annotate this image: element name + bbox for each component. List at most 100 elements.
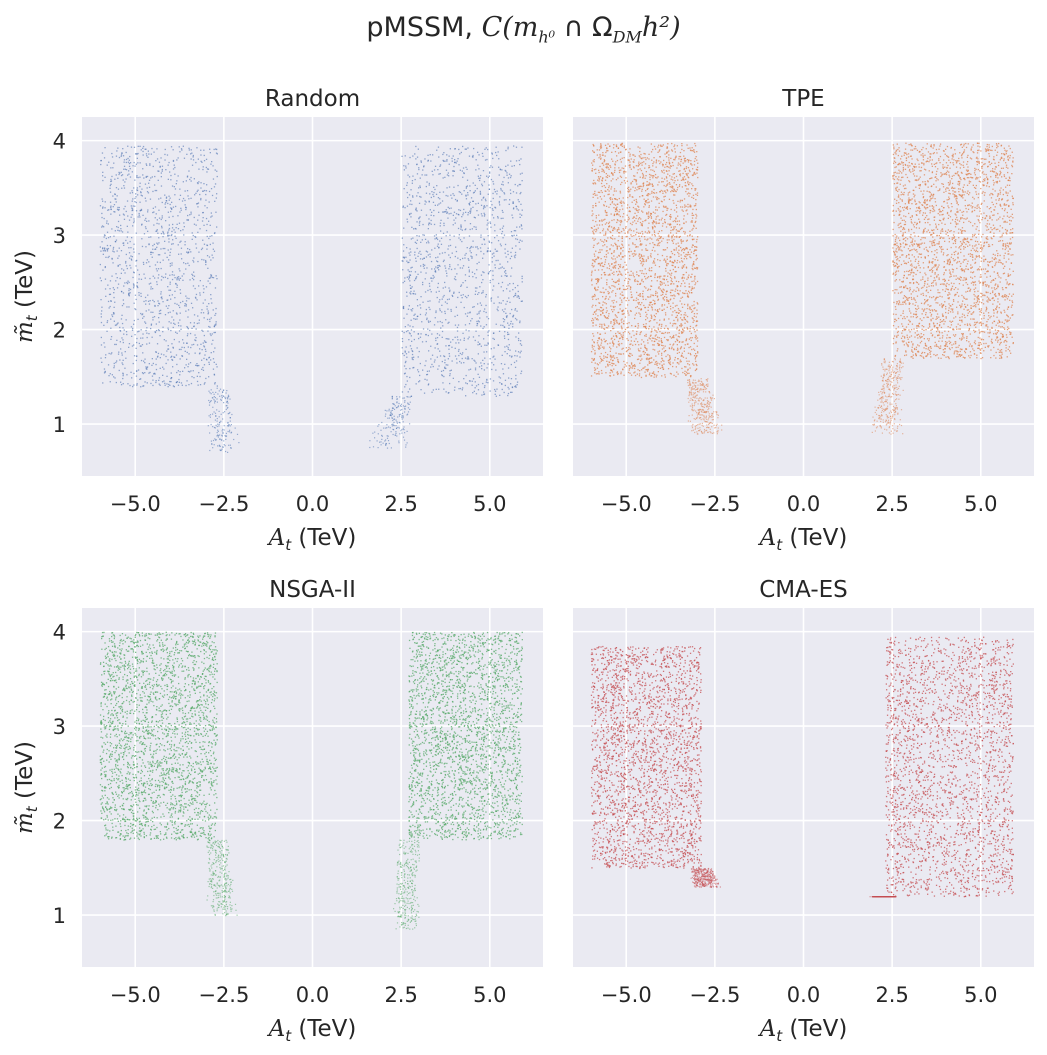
scatter-point <box>145 200 147 202</box>
scatter-point <box>220 449 222 451</box>
scatter-point <box>658 202 660 204</box>
scatter-point <box>427 334 429 337</box>
scatter-point <box>658 230 660 233</box>
scatter-point <box>172 149 174 151</box>
scatter-point <box>208 363 210 365</box>
scatter-point <box>410 309 412 311</box>
scatter-point <box>122 341 124 344</box>
scatter-point <box>201 329 203 331</box>
scatter-point <box>172 239 174 241</box>
scatter-point <box>133 355 136 357</box>
scatter-point <box>182 181 184 183</box>
scatter-point <box>631 223 633 226</box>
scatter-point <box>679 235 681 238</box>
scatter-point <box>148 333 150 335</box>
scatter-point <box>433 324 436 326</box>
scatter-point <box>407 391 409 393</box>
scatter-point <box>416 347 418 349</box>
scatter-point <box>509 176 512 179</box>
scatter-point <box>433 191 435 194</box>
scatter-point <box>609 363 611 366</box>
scatter-point <box>484 206 486 208</box>
scatter-point <box>489 281 491 284</box>
scatter-point <box>429 329 431 332</box>
scatter-point <box>180 325 182 327</box>
scatter-point <box>622 266 625 268</box>
scatter-point <box>154 373 156 375</box>
scatter-point <box>418 168 420 171</box>
scatter-point <box>405 165 407 167</box>
scatter-point <box>517 290 519 293</box>
scatter-point <box>504 331 506 333</box>
scatter-point <box>405 405 407 407</box>
scatter-point <box>633 199 635 201</box>
scatter-point <box>457 350 460 352</box>
scatter-point <box>521 146 523 148</box>
scatter-point <box>592 182 594 184</box>
scatter-point <box>675 270 677 273</box>
scatter-point <box>418 222 421 224</box>
scatter-point <box>673 343 675 345</box>
scatter-point <box>609 236 612 239</box>
scatter-point <box>470 197 473 199</box>
scatter-point <box>616 229 619 231</box>
scatter-point <box>645 248 647 250</box>
scatter-point <box>653 188 655 191</box>
scatter-point <box>442 191 445 193</box>
scatter-point <box>657 309 659 311</box>
scatter-point <box>212 406 214 408</box>
scatter-point <box>169 274 171 276</box>
scatter-point <box>141 245 144 248</box>
scatter-point <box>212 447 214 449</box>
scatter-point <box>693 250 695 252</box>
scatter-point <box>220 398 222 400</box>
scatter-point <box>662 164 664 166</box>
scatter-point <box>418 202 421 204</box>
scatter-point <box>127 161 129 163</box>
scatter-point <box>169 254 171 256</box>
scatter-point <box>193 377 195 379</box>
scatter-point <box>120 171 122 173</box>
scatter-point <box>632 166 635 168</box>
scatter-point <box>645 298 647 301</box>
scatter-point <box>654 316 656 318</box>
scatter-point <box>467 212 469 214</box>
scatter-point <box>478 168 480 170</box>
scatter-point <box>153 211 155 213</box>
scatter-point <box>130 326 133 328</box>
scatter-point <box>647 193 649 195</box>
scatter-point <box>594 293 596 296</box>
scatter-point <box>605 205 608 207</box>
scatter-point <box>165 169 167 171</box>
scatter-point <box>164 252 166 254</box>
scatter-point <box>193 325 195 327</box>
scatter-point <box>607 365 609 367</box>
scatter-point <box>108 255 110 258</box>
scatter-point <box>593 179 595 182</box>
scatter-point <box>685 374 687 376</box>
scatter-point <box>168 289 170 291</box>
scatter-point <box>161 225 163 227</box>
scatter-point <box>641 256 643 258</box>
scatter-point <box>509 189 512 191</box>
scatter-point <box>199 280 201 282</box>
scatter-point <box>681 319 683 321</box>
scatter-point <box>664 275 666 277</box>
scatter-point <box>172 159 175 162</box>
scatter-point <box>428 321 430 323</box>
scatter-point <box>117 147 119 149</box>
scatter-point <box>127 145 129 147</box>
scatter-point <box>172 366 174 368</box>
scatter-point <box>685 185 687 187</box>
scatter-point <box>512 323 514 325</box>
scatter-point <box>185 364 187 366</box>
scatter-point <box>642 183 644 185</box>
scatter-point <box>464 254 466 256</box>
scatter-point <box>601 162 603 165</box>
scatter-point <box>676 344 678 346</box>
scatter-point <box>669 356 671 358</box>
scatter-point <box>475 290 477 292</box>
scatter-point <box>480 174 482 177</box>
scatter-point <box>622 338 624 340</box>
scatter-point <box>154 331 156 333</box>
